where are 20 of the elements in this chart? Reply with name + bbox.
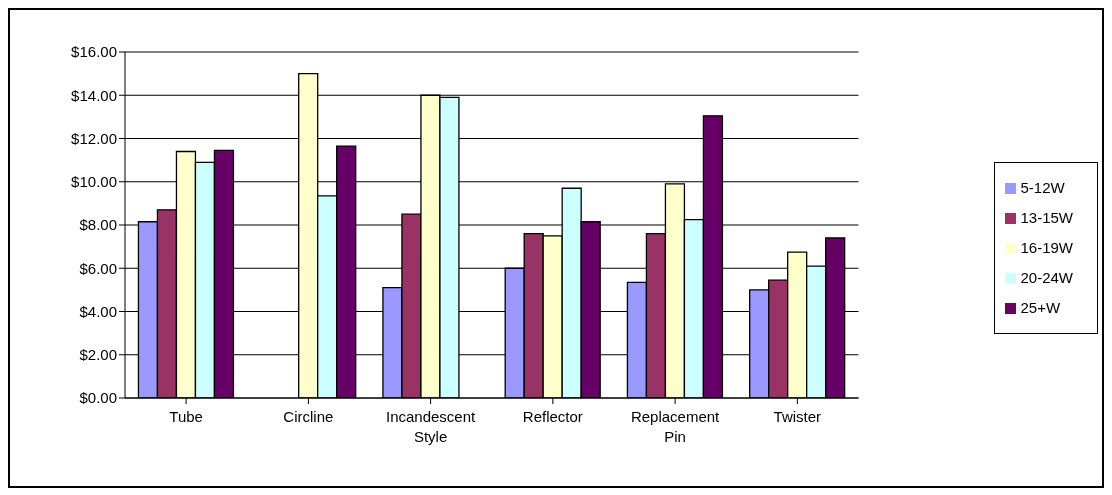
- legend-label: 16-19W: [1020, 239, 1073, 256]
- y-tick-label: $0.00: [79, 389, 117, 407]
- x-tick-label: Circline: [283, 408, 334, 425]
- x-tick-label: Incandescent Style: [385, 408, 477, 445]
- x-tick-label: Reflector: [522, 408, 583, 425]
- legend-label: 25+W: [1020, 299, 1061, 316]
- y-tick-label: $8.00: [79, 216, 117, 234]
- legend-label: 13-15W: [1020, 209, 1073, 226]
- x-tick-label: Twister: [773, 408, 822, 425]
- legend-label: 5-12W: [1020, 179, 1065, 196]
- y-tick-label: $10.00: [71, 173, 117, 191]
- y-tick-label: $16.00: [71, 43, 117, 61]
- y-tick-label: $14.00: [71, 86, 117, 104]
- legend-label: 20-24W: [1020, 269, 1073, 286]
- y-tick-label: $6.00: [79, 259, 117, 277]
- y-tick-label: $2.00: [79, 346, 117, 364]
- y-tick-label: $12.00: [71, 129, 117, 147]
- x-tick-label: Tube: [169, 408, 203, 425]
- y-tick-label: $4.00: [79, 302, 117, 320]
- x-tick-label: Replacement Pin: [630, 408, 721, 445]
